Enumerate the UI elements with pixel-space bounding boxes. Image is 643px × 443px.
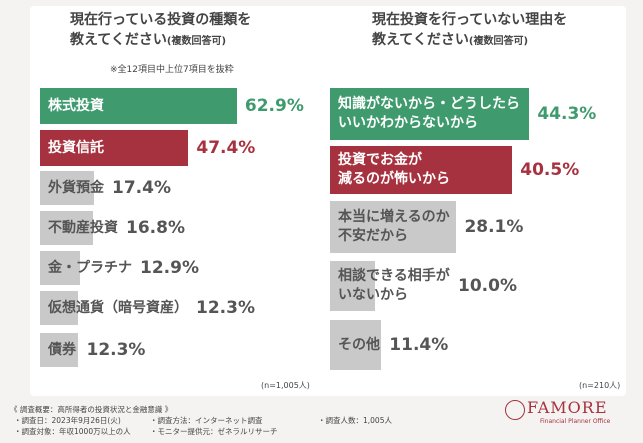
chart-subtitle: (複数回答可) [166, 36, 227, 47]
category-label: 不動産投資 [48, 219, 118, 236]
footer-item: ・調査人数：1,005人 [318, 416, 392, 425]
bar [40, 251, 81, 285]
value-label: 12.3% [196, 298, 255, 318]
category-label: 金・プラチナ [48, 259, 132, 276]
category-label: 外貨預金 [48, 179, 104, 196]
logo-tagline: Financial Planner Office [540, 418, 611, 425]
bar [40, 88, 237, 124]
value-label: 10.0% [458, 276, 517, 296]
category-label: 知識がないから・どうしたら いいかわからないから [338, 96, 520, 131]
footer-item: ・モニター提供元：ゼネラルリサーチ [150, 427, 278, 436]
footer-heading: 《 調査概要：高所得者の投資状況と金融意識 》 [10, 405, 173, 414]
sample-size: (n=210人) [579, 381, 621, 390]
bar [330, 320, 382, 370]
footer-item: ・調査方法：インターネット調査 [150, 416, 263, 425]
category-label: 株式投資 [48, 97, 104, 114]
category-label: 投資でお金が 減るのが怖いから [338, 152, 450, 187]
category-label: 仮想通貨（暗号資産） [48, 299, 188, 316]
category-label: 債券 [48, 341, 76, 358]
category-label: その他 [338, 336, 380, 353]
value-label: 17.4% [112, 178, 171, 198]
value-label: 16.8% [126, 218, 185, 238]
value-label: 40.5% [520, 160, 580, 180]
value-label: 11.4% [389, 335, 449, 355]
value-label: 12.3% [86, 340, 146, 360]
value-label: 44.3% [537, 104, 597, 124]
bar [330, 201, 457, 253]
category-label: 相談できる相手が いないから [338, 268, 450, 303]
bar [40, 171, 95, 205]
category-label: 投資信託 [48, 139, 104, 156]
bar [330, 88, 530, 140]
footer-item: ・調査日：2023年9月26日(火) [14, 416, 121, 425]
value-label: 62.9% [244, 96, 304, 116]
bar [40, 333, 79, 367]
logo-name: FAMORE [527, 398, 608, 417]
footer-item: ・調査対象：年収1000万以上の人 [14, 427, 131, 436]
chart-title: 現在行っている投資の種類を 教えてください(複数回答可) [70, 12, 252, 48]
value-label: 12.9% [140, 258, 199, 278]
chart-note: ※全12項目中上位7項目を抜粋 [110, 65, 234, 75]
bar [40, 130, 189, 166]
value-label: 47.4% [196, 138, 256, 158]
bar [40, 211, 93, 245]
category-label: 本当に増えるのか 不安だから [338, 209, 450, 244]
sample-size: (n=1,005人) [261, 381, 310, 390]
bar [40, 291, 79, 325]
chart-title: 現在投資を行っていない理由を 教えてください(複数回答可) [372, 12, 568, 48]
bar [330, 261, 375, 311]
value-label: 28.1% [464, 217, 524, 237]
chart-subtitle: (複数回答可) [468, 36, 529, 47]
bar [330, 146, 513, 194]
logo-icon [505, 400, 525, 420]
